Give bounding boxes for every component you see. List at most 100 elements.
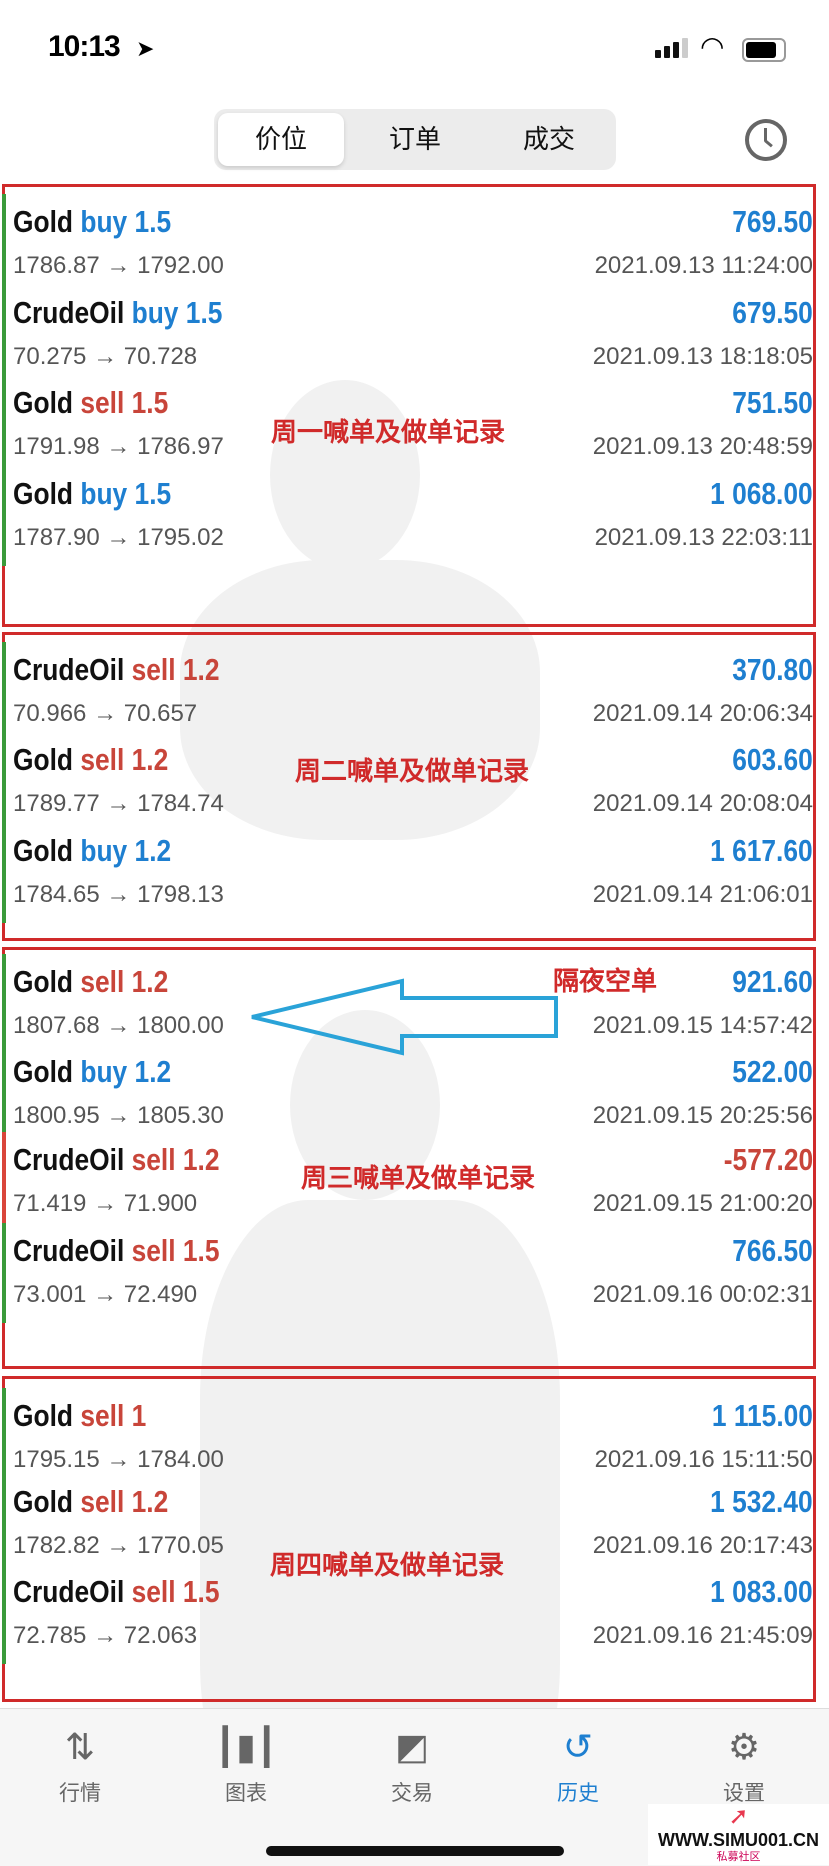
trade-prices: 1795.15 → 1784.00 <box>13 1446 224 1473</box>
background-photo <box>270 380 420 570</box>
trade-time: 2021.09.15 14:57:42 <box>592 1012 813 1039</box>
trade-prices: 70.275 → 70.728 <box>13 343 198 370</box>
trade-title: Gold buy 1.5 <box>13 204 171 240</box>
trade-row[interactable]: CrudeOil buy 1.5 70.275 → 70.728 679.50 … <box>0 281 829 389</box>
watermark-logo-icon: ➚ <box>728 1803 749 1830</box>
tab-settings[interactable]: ⚙ 设置 <box>694 1723 794 1807</box>
segment-price[interactable]: 价位 <box>218 113 344 166</box>
trade-volume: 1.2 <box>131 964 169 999</box>
trade-profit: 679.50 <box>732 295 813 330</box>
trade-row[interactable]: Gold sell 1.5 1791.98 → 1786.97 751.50 2… <box>0 371 829 479</box>
trade-volume: 1.5 <box>134 204 172 239</box>
trade-symbol: Gold <box>13 385 74 420</box>
result-indicator <box>2 375 6 475</box>
trade-profit: 1 068.00 <box>710 476 813 511</box>
trade-row[interactable]: Gold sell 1.2 1789.77 → 1784.74 603.60 2… <box>0 728 829 836</box>
trade-time: 2021.09.14 21:06:01 <box>592 881 813 908</box>
segment-orders[interactable]: 订单 <box>388 124 441 154</box>
trade-prices: 72.785 → 72.063 <box>13 1622 198 1649</box>
segmented-control: 价位 订单 成交 <box>214 109 616 170</box>
trade-row[interactable]: CrudeOil sell 1.5 72.785 → 72.063 1 083.… <box>0 1560 829 1668</box>
result-indicator <box>2 1474 6 1574</box>
annotation-monday: 周一喊单及做单记录 <box>271 417 506 447</box>
trade-volume: 1.2 <box>182 652 220 687</box>
trade-row[interactable]: Gold buy 1.5 1786.87 → 1792.00 769.50 20… <box>0 190 829 298</box>
trade-side: buy <box>80 833 128 868</box>
trade-volume: 1.2 <box>182 1142 220 1177</box>
trade-symbol: CrudeOil <box>13 1142 125 1177</box>
trade-symbol: Gold <box>13 833 74 868</box>
home-indicator <box>266 1846 564 1856</box>
trade-prices: 71.419 → 71.900 <box>13 1190 198 1217</box>
result-indicator <box>2 732 6 832</box>
tab-quotes[interactable]: ⇅ 行情 <box>30 1723 130 1807</box>
trade-time: 2021.09.16 00:02:31 <box>592 1281 813 1308</box>
wifi-icon: ◠ <box>700 31 725 62</box>
trade-time: 2021.09.15 20:25:56 <box>592 1102 813 1129</box>
signal-icon <box>655 38 691 58</box>
arrows-up-down-icon: ⇅ <box>64 1726 96 1767</box>
result-indicator <box>2 642 6 742</box>
trade-row[interactable]: CrudeOil sell 1.2 70.966 → 70.657 370.80… <box>0 638 829 746</box>
result-indicator <box>2 1564 6 1664</box>
trade-row[interactable]: Gold sell 1.2 1807.68 → 1800.00 921.60 2… <box>0 950 829 1058</box>
trade-volume: 1 <box>131 1398 147 1433</box>
trade-symbol: Gold <box>13 964 74 999</box>
trade-prices: 73.001 → 72.490 <box>13 1281 198 1308</box>
trade-volume: 1.5 <box>134 476 172 511</box>
trade-prices: 1782.82 → 1770.05 <box>13 1532 224 1559</box>
trade-row[interactable]: Gold buy 1.2 1784.65 → 1798.13 1 617.60 … <box>0 819 829 927</box>
annotation-overnight: 隔夜空单 <box>553 966 658 996</box>
trade-title: CrudeOil sell 1.5 <box>13 1233 220 1269</box>
period-clock-icon[interactable] <box>745 119 787 161</box>
trade-row[interactable]: Gold sell 1.2 1782.82 → 1770.05 1 532.40… <box>0 1470 829 1578</box>
segment-deals[interactable]: 成交 <box>522 124 575 154</box>
trade-side: sell <box>131 652 176 687</box>
trade-title: Gold buy 1.5 <box>13 476 171 512</box>
trade-side: sell <box>131 1142 176 1177</box>
trade-title: Gold sell 1.2 <box>13 964 168 1000</box>
trade-volume: 1.5 <box>182 1574 220 1609</box>
result-indicator <box>2 1044 6 1144</box>
trade-row[interactable]: Gold buy 1.5 1787.90 → 1795.02 1 068.00 … <box>0 462 829 570</box>
trade-prices: 1787.90 → 1795.02 <box>13 524 224 551</box>
tab-charts[interactable]: ┃▮┃ 图表 <box>196 1723 296 1807</box>
trade-title: Gold sell 1.5 <box>13 385 168 421</box>
trade-profit: 751.50 <box>732 385 813 420</box>
trade-title: Gold buy 1.2 <box>13 833 171 869</box>
trade-symbol: CrudeOil <box>13 1574 125 1609</box>
trade-profit: 766.50 <box>732 1233 813 1268</box>
trade-time: 2021.09.14 20:06:34 <box>592 700 813 727</box>
trade-row[interactable]: CrudeOil sell 1.2 71.419 → 71.900 -577.2… <box>0 1128 829 1236</box>
trade-row[interactable]: Gold buy 1.2 1800.95 → 1805.30 522.00 20… <box>0 1040 829 1148</box>
tab-trade[interactable]: ◩ 交易 <box>362 1723 462 1807</box>
trade-row[interactable]: Gold sell 1 1795.15 → 1784.00 1 115.00 2… <box>0 1384 829 1492</box>
trade-time: 2021.09.14 20:08:04 <box>592 790 813 817</box>
status-bar: 10:13 ➤ ◠ <box>0 0 829 90</box>
trade-volume: 1.2 <box>131 1484 169 1519</box>
result-indicator <box>2 954 6 1054</box>
left-arrow-icon <box>251 978 558 1056</box>
trade-side: buy <box>131 295 179 330</box>
trade-profit: 1 532.40 <box>710 1484 813 1519</box>
trade-time: 2021.09.13 22:03:11 <box>594 524 813 551</box>
result-indicator <box>2 823 6 923</box>
trade-side: buy <box>80 204 128 239</box>
trade-volume: 1.5 <box>182 1233 220 1268</box>
trade-symbol: CrudeOil <box>13 1233 125 1268</box>
annotation-wednesday: 周三喊单及做单记录 <box>301 1163 536 1193</box>
trade-row[interactable]: CrudeOil sell 1.5 73.001 → 72.490 766.50… <box>0 1219 829 1327</box>
background-photo <box>290 1010 440 1200</box>
trade-title: CrudeOil buy 1.5 <box>13 295 222 331</box>
trade-symbol: CrudeOil <box>13 652 125 687</box>
trade-side: sell <box>80 742 125 777</box>
trade-prices: 70.966 → 70.657 <box>13 700 198 727</box>
trade-profit: 603.60 <box>732 742 813 777</box>
result-indicator <box>2 194 6 294</box>
trade-side: buy <box>80 1054 128 1089</box>
trade-symbol: Gold <box>13 1398 74 1433</box>
tab-history[interactable]: ↺ 历史 <box>528 1723 628 1807</box>
candlestick-icon: ┃▮┃ <box>214 1726 278 1767</box>
trade-symbol: CrudeOil <box>13 295 125 330</box>
trade-time: 2021.09.13 11:24:00 <box>594 252 813 279</box>
